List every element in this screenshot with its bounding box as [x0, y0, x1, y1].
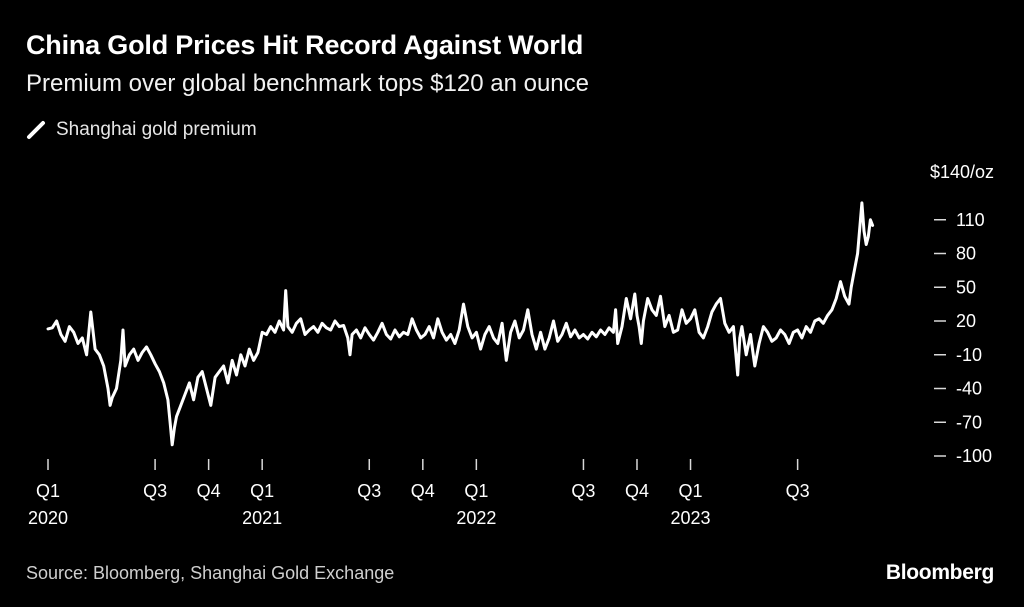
x-tick-label: Q4	[411, 481, 435, 501]
y-tick-label: -10	[956, 345, 982, 365]
series-layer	[46, 201, 875, 447]
x-tick-label: Q3	[143, 481, 167, 501]
x-year-label: 2020	[28, 508, 68, 528]
x-tick-label: Q4	[625, 481, 649, 501]
y-unit-label: $140/oz	[930, 162, 994, 182]
x-tick-label: Q3	[571, 481, 595, 501]
x-year-label: 2021	[242, 508, 282, 528]
y-tick-label: -70	[956, 412, 982, 432]
y-tick-label: 50	[956, 277, 976, 297]
legend-label: Shanghai gold premium	[56, 119, 257, 140]
x-tick-label: Q1	[250, 481, 274, 501]
line-swatch-icon	[27, 121, 45, 139]
chart-subtitle: Premium over global benchmark tops $120 …	[26, 70, 589, 97]
y-tick-label: 20	[956, 311, 976, 331]
y-tick-label: 80	[956, 244, 976, 264]
x-tick-label: Q1	[464, 481, 488, 501]
y-tick-label: 110	[956, 210, 985, 230]
x-tick-label: Q1	[679, 481, 703, 501]
y-tick-label: -40	[956, 379, 982, 399]
chart-title: China Gold Prices Hit Record Against Wor…	[26, 30, 584, 60]
x-tick-label: Q1	[36, 481, 60, 501]
y-tick-label: -100	[956, 446, 992, 466]
source-note: Source: Bloomberg, Shanghai Gold Exchang…	[26, 563, 395, 583]
bloomberg-logo: Bloomberg	[885, 561, 994, 584]
series-line-shanghai-gold-premium	[46, 201, 875, 447]
x-tick-label: Q3	[786, 481, 810, 501]
x-year-label: 2022	[456, 508, 496, 528]
y-axis: $140/oz 110 80 50 20 -10 -40 -70 -100	[930, 162, 994, 466]
x-year-label: 2023	[671, 508, 711, 528]
x-axis: Q1 2020 Q3 Q4 Q1 2021 Q3 Q4 Q1 2022 Q3 Q4 Q1 2023 Q3	[28, 459, 810, 528]
x-tick-label: Q3	[357, 481, 381, 501]
x-tick-label: Q4	[197, 481, 221, 501]
legend: Shanghai gold premium	[26, 119, 257, 141]
